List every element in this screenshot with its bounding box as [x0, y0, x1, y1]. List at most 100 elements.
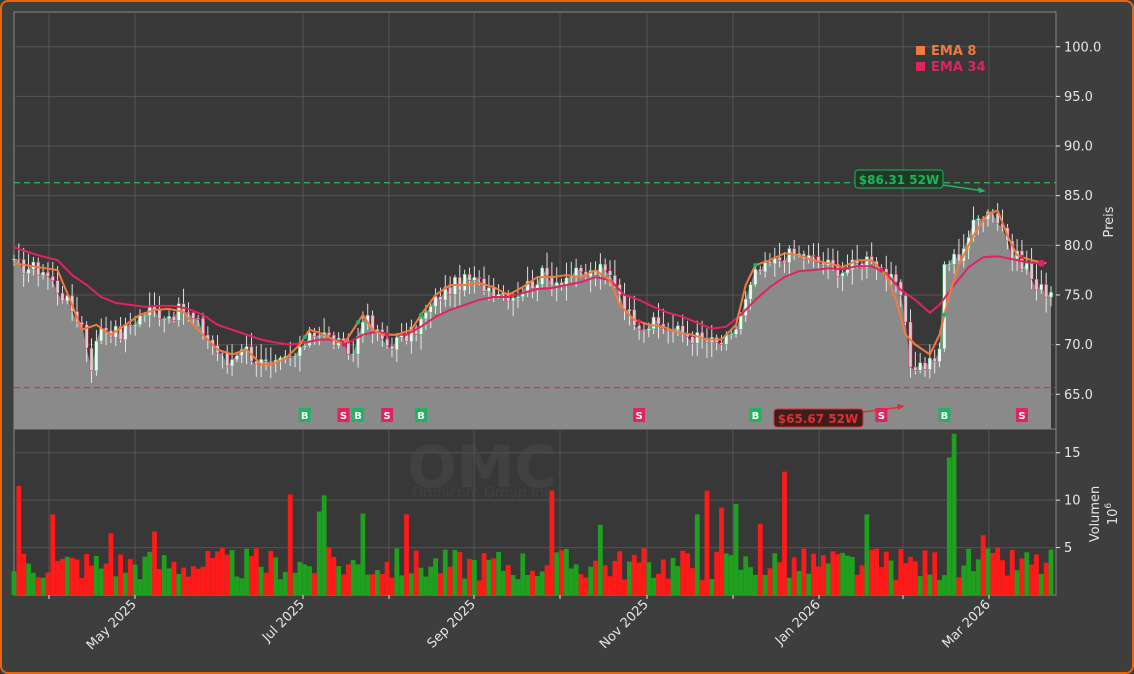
- volume-bar: [491, 558, 497, 595]
- volume-bar: [714, 551, 720, 595]
- volume-bar: [316, 511, 322, 595]
- volume-bar: [384, 561, 390, 595]
- volume-bar: [825, 563, 831, 595]
- candle-body: [787, 248, 792, 264]
- volume-bar: [1019, 558, 1025, 595]
- candle-body: [230, 359, 234, 367]
- candle-body: [1039, 284, 1044, 291]
- volume-bar: [312, 573, 317, 595]
- volume-bar: [1009, 549, 1015, 595]
- price-tick-label: 70.0: [1064, 338, 1093, 353]
- candle-body: [89, 347, 94, 372]
- candle-body: [908, 321, 913, 368]
- volume-bar: [859, 565, 865, 595]
- volume-bar: [321, 495, 327, 595]
- signal-dot: [418, 312, 424, 318]
- volume-bar: [767, 568, 773, 595]
- candle-body: [327, 332, 331, 336]
- candle-body: [317, 335, 322, 337]
- volume-bar: [326, 547, 332, 595]
- volume-bar: [408, 573, 414, 595]
- volume-bar: [549, 490, 555, 595]
- signal-letter: S: [340, 411, 347, 422]
- volume-bar: [375, 570, 380, 595]
- volume-bar: [980, 535, 986, 595]
- volume-bar: [748, 567, 753, 595]
- candle-body: [782, 260, 787, 264]
- volume-bar: [1034, 554, 1039, 595]
- volume-bar: [927, 574, 933, 595]
- volume-bar: [467, 558, 472, 595]
- candle-body: [288, 356, 293, 358]
- volume-bar: [302, 564, 308, 595]
- 52w-low-label-box: [773, 408, 864, 428]
- candle-body: [579, 267, 583, 273]
- candle-body: [394, 337, 399, 350]
- volume-bar: [583, 577, 589, 595]
- volume-bar: [452, 549, 458, 595]
- volume-bar: [801, 548, 807, 595]
- volume-bar: [89, 565, 94, 595]
- candle-body: [937, 348, 942, 362]
- volume-bar: [627, 561, 632, 595]
- candle-body: [516, 296, 520, 299]
- candle-body: [477, 277, 482, 279]
- volume-bar: [719, 507, 724, 595]
- buy-signal: [352, 408, 365, 422]
- volume-bar: [137, 579, 143, 595]
- volume-bar: [1000, 560, 1005, 595]
- volume-bar: [816, 566, 821, 595]
- volume-tick-label: 10: [1064, 494, 1081, 509]
- volume-bar: [946, 457, 952, 595]
- volume-bar: [501, 570, 506, 595]
- candle-body: [739, 315, 743, 330]
- 52w-low-arrowhead: [897, 404, 905, 410]
- candle-body: [865, 256, 869, 269]
- volume-unit-exp: 6: [1104, 503, 1114, 509]
- volume-bar: [1014, 570, 1020, 595]
- candle-body: [545, 267, 549, 276]
- signal-letter: S: [636, 411, 643, 422]
- signal-letter: S: [878, 411, 885, 422]
- volume-bar: [554, 552, 560, 595]
- volume-bar: [762, 574, 768, 595]
- volume-bar: [840, 552, 846, 595]
- candle-body: [734, 329, 738, 335]
- volume-bar: [922, 550, 928, 595]
- volume-bar: [496, 552, 501, 595]
- volume-bar: [229, 550, 235, 595]
- volume-bar: [190, 566, 196, 595]
- candle-body: [138, 315, 142, 326]
- 52w-lines: $86.31 52W $65.67 52W: [14, 169, 1056, 428]
- volume-bar: [951, 433, 957, 595]
- candle-body: [651, 316, 656, 329]
- candle-body: [646, 328, 651, 331]
- volume-bar: [481, 553, 487, 595]
- volume-tick-label: 5: [1064, 541, 1072, 556]
- 52w-high-arrow: [942, 184, 985, 192]
- candle-body: [845, 269, 850, 274]
- volume-bar: [505, 565, 511, 595]
- volume-bar: [1048, 549, 1054, 595]
- candle-body: [26, 269, 31, 274]
- 52w-high-label-box: [854, 169, 944, 189]
- candle-body: [341, 337, 346, 341]
- x-tick-label: Jan 2026: [772, 597, 824, 649]
- candle-body: [428, 306, 433, 313]
- volume-bar: [757, 523, 763, 595]
- volume-bar: [568, 568, 574, 595]
- volume-bar: [234, 576, 240, 595]
- volume-bar: [166, 568, 172, 595]
- signal-letter: B: [354, 411, 362, 422]
- x-tick-label: Sep 2025: [425, 597, 479, 651]
- volume-bar: [263, 572, 269, 595]
- volume-bar: [777, 562, 783, 595]
- signal-dot: [341, 342, 346, 347]
- ema8-line: [13, 209, 1047, 366]
- candle-body: [133, 324, 137, 327]
- price-tick-label: 100.0: [1064, 40, 1101, 55]
- volume-bar: [200, 566, 206, 595]
- volume-bar: [510, 575, 516, 595]
